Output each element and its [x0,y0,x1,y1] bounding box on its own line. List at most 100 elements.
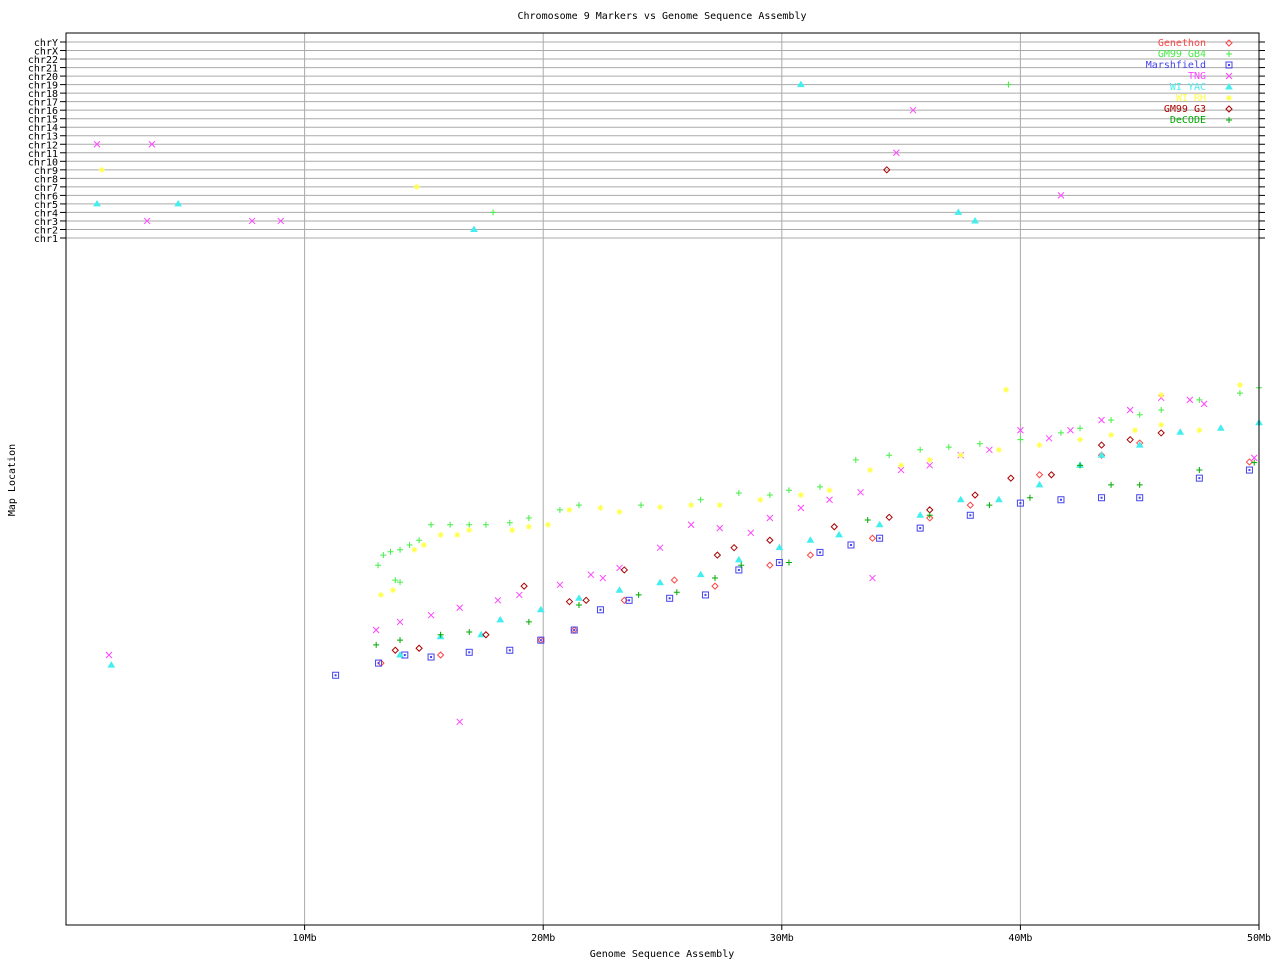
point-wi-rh [1196,427,1203,434]
chromosome-label: chr15 [28,115,58,126]
point-tng [797,504,805,512]
point-tng [747,529,755,537]
point-marshfield [427,653,435,661]
point-decode [986,502,993,509]
triangle-marker-icon [734,555,743,563]
cross-marker-icon [277,217,285,225]
point-tng [869,574,876,582]
point-wi-rh [509,527,516,534]
point-gm99-gb4 [397,546,404,553]
point-tng [105,651,113,659]
legend-label: DeCODE [1170,115,1206,126]
triangle-marker-icon [875,520,884,528]
square-dot [818,551,821,554]
asterisk-marker-icon [566,506,573,513]
point-gm99-gb4 [1057,429,1064,436]
point-gm99-gb4 [1236,390,1243,397]
point-wi-yac [995,495,1003,503]
diamond-marker-icon [711,582,719,590]
chromosome-label: chr14 [28,123,58,134]
square-dot [849,543,852,546]
cross-marker-icon [766,514,774,522]
point-wi-rh [544,521,551,528]
asterisk-marker-icon [1158,421,1165,428]
point-marshfield [570,626,578,634]
diamond-marker-icon [520,582,528,590]
point-tng [716,524,724,532]
chromosome-point-gm99-gb4 [1005,81,1012,88]
point-wi-yac [615,586,624,593]
point-decode [926,512,933,519]
point-gm99-g3 [520,582,528,590]
plus-marker-icon [437,631,444,638]
plus-marker-icon [482,521,489,528]
diamond-marker-icon [391,646,399,654]
square-marker-icon [1245,466,1253,474]
legend-marker [1226,95,1232,101]
cross-marker-icon [143,217,151,225]
point-tng [427,611,435,619]
point-decode [373,641,380,648]
chromosome-point-wi-yac [971,216,979,224]
chromosome-label: chr6 [34,191,58,202]
point-wi-yac [835,530,843,538]
triangle-marker-icon [496,615,505,623]
square-dot [573,629,576,632]
asterisk-marker-icon [1131,427,1138,434]
diamond-marker-icon [620,566,629,574]
point-gm99-g3 [713,551,722,559]
point-decode [1026,494,1033,501]
chromosome-point-tng [1057,192,1065,199]
point-wi-yac [1216,424,1225,431]
point-gm99-g3 [582,596,590,605]
chromosome-point-tng [143,217,151,225]
asterisk-marker-icon [420,541,427,548]
diamond-marker-icon [1157,429,1165,437]
square-marker-icon [701,591,709,599]
x-tick-label: 10Mb [293,933,317,944]
point-wi-yac [477,630,486,638]
triangle-marker-icon [1225,83,1233,90]
triangle-marker-icon [174,199,183,207]
point-gm99-gb4 [428,521,435,528]
plus-marker-icon [397,546,404,553]
asterisk-marker-icon [525,523,532,530]
point-gm99-g3 [415,644,423,652]
triangle-marker-icon [477,630,486,638]
plus-marker-icon [397,637,404,644]
point-wi-yac [536,605,545,613]
triangle-marker-icon [954,208,963,215]
triangle-marker-icon [797,80,805,88]
point-tng [897,466,905,474]
square-marker-icon [775,559,783,567]
plus-marker-icon [1136,411,1143,418]
point-gm99-gb4 [785,487,792,494]
chromosome-point-gm99-g3 [883,166,891,174]
plus-marker-icon [738,562,745,569]
square-marker-icon [735,566,743,574]
point-genethon [670,576,679,584]
point-wi-rh [957,452,964,459]
asterisk-marker-icon [926,456,933,463]
chromosome-point-wi-yac [93,199,101,207]
point-wi-rh [411,546,418,553]
plus-marker-icon [490,209,497,216]
point-gm99-gb4 [766,492,773,499]
chromosome-label: chr13 [28,132,58,143]
point-wi-rh [716,502,723,509]
point-tng [1098,416,1105,424]
point-gm99-gb4 [375,562,382,569]
point-marshfield [876,534,884,542]
point-marshfield [1016,499,1024,507]
asterisk-marker-icon [1036,442,1043,449]
plus-marker-icon [735,490,742,496]
point-wi-rh [1003,386,1010,393]
point-tng [1186,396,1194,404]
point-tng [1017,426,1024,434]
x-tick-label: 40Mb [1008,933,1032,944]
cross-marker-icon [892,149,900,157]
point-tng [926,461,934,469]
point-wi-rh [1036,442,1043,449]
point-wi-yac [107,661,116,668]
cross-marker-icon [1126,406,1134,414]
